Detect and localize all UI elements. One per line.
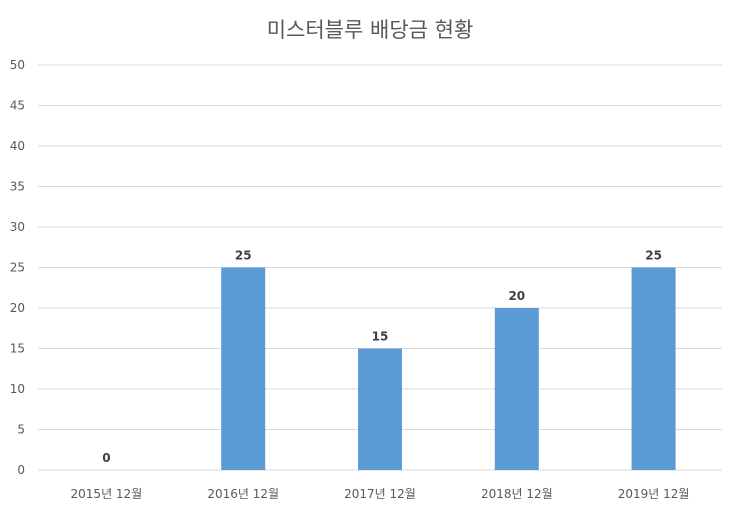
chart-title: 미스터블루 배당금 현황 — [266, 18, 474, 42]
y-tick-label: 5 — [17, 423, 25, 437]
bar — [494, 308, 539, 470]
y-tick-label: 20 — [10, 301, 25, 315]
y-tick-label: 30 — [10, 220, 25, 234]
bar — [358, 348, 402, 470]
y-tick-label: 25 — [10, 261, 25, 275]
y-tick-label: 40 — [10, 139, 25, 153]
x-tick-label: 2018년 12월 — [481, 487, 553, 501]
y-tick-label: 45 — [10, 99, 25, 113]
y-tick-label: 10 — [10, 382, 25, 396]
x-tick-label: 2019년 12월 — [618, 487, 690, 501]
y-tick-label: 50 — [10, 58, 25, 72]
x-tick-label: 2016년 12월 — [207, 487, 279, 501]
y-tick-label: 35 — [10, 180, 25, 194]
y-tick-label: 15 — [10, 342, 25, 356]
y-tick-label: 0 — [17, 463, 25, 477]
x-tick-label: 2015년 12월 — [71, 487, 143, 501]
x-tick-label: 2017년 12월 — [344, 487, 416, 501]
data-label: 0 — [102, 451, 110, 465]
bar — [221, 267, 266, 470]
data-label: 15 — [372, 330, 389, 344]
data-label: 25 — [645, 249, 662, 263]
data-label: 20 — [508, 289, 525, 303]
data-label: 25 — [235, 249, 252, 263]
bar — [631, 267, 676, 470]
